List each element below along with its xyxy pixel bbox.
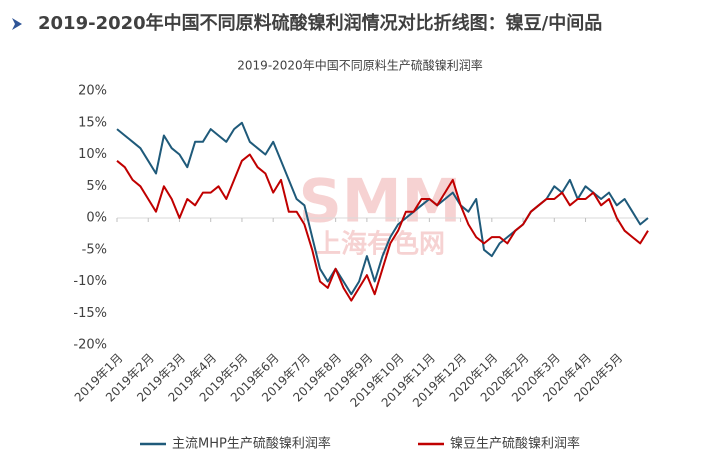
y-tick-label: 0% xyxy=(86,211,107,226)
header-arrow xyxy=(12,18,22,30)
y-tick-label: 5% xyxy=(86,179,107,194)
y-tick-label: 10% xyxy=(78,147,107,162)
header-title: 2019-2020年中国不同原料硫酸镍利润情况对比折线图：镍豆/中间品 xyxy=(38,12,602,34)
series-line xyxy=(116,153,649,302)
watermark: 上海有色网 xyxy=(315,229,445,260)
legend-label: 主流MHP生产硫酸镍利润率 xyxy=(172,436,331,452)
y-tick-label: -5% xyxy=(82,242,107,257)
chart-title: 2019-2020年中国不同原料生产硫酸镍利润率 xyxy=(237,58,482,73)
y-tick-label: -10% xyxy=(73,274,107,289)
legend-label: 镍豆生产硫酸镍利润率 xyxy=(450,436,580,452)
y-tick-label: 15% xyxy=(78,115,107,130)
y-tick-label: -20% xyxy=(73,338,107,353)
y-tick-label: -15% xyxy=(73,306,107,321)
watermark: SMM xyxy=(299,167,462,237)
series-line xyxy=(116,121,649,296)
y-tick-label: 20% xyxy=(78,84,107,99)
